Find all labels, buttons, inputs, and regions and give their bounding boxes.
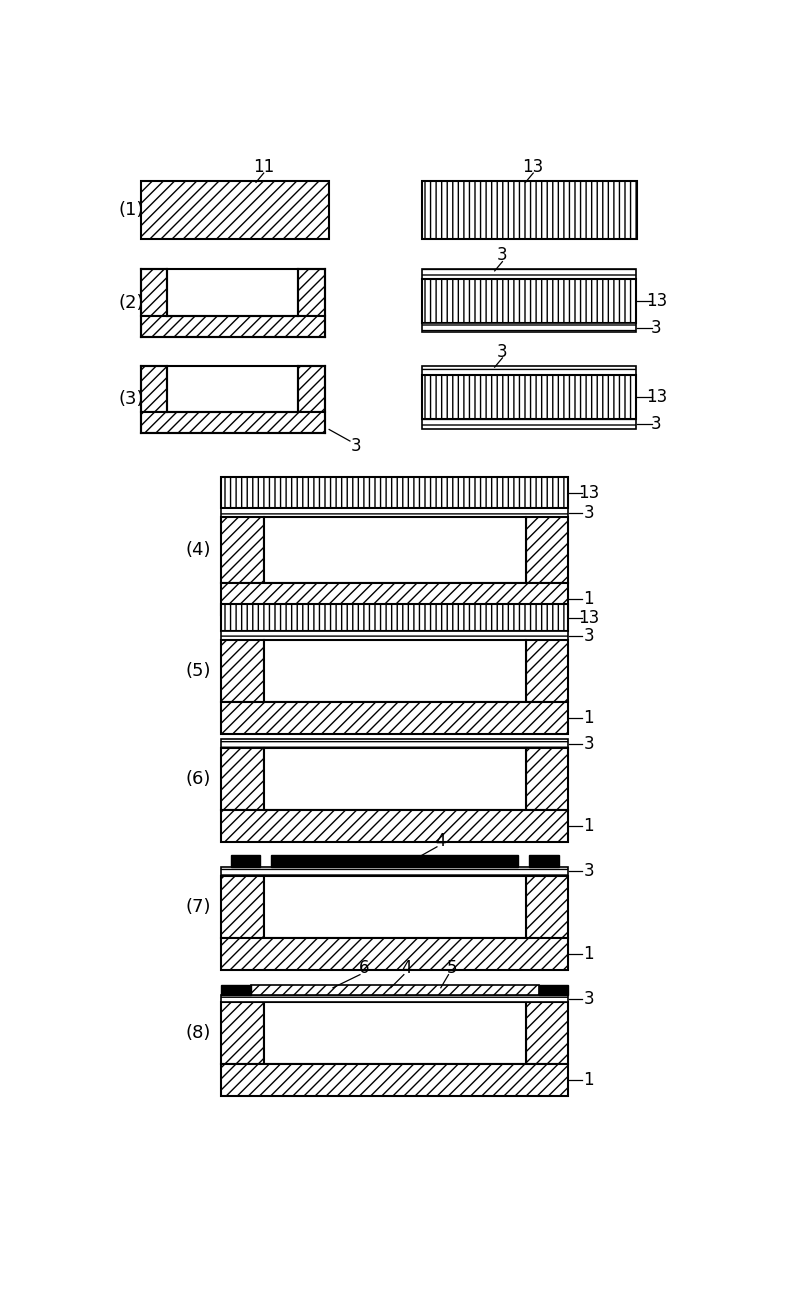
Text: 3: 3 xyxy=(651,415,662,434)
Text: (7): (7) xyxy=(186,897,211,916)
Text: 3: 3 xyxy=(497,343,508,361)
Bar xyxy=(422,279,636,323)
Text: (2): (2) xyxy=(119,294,145,313)
Bar xyxy=(222,604,568,631)
Bar xyxy=(222,702,568,735)
Text: 1: 1 xyxy=(583,817,594,834)
Bar xyxy=(264,1003,526,1064)
Bar xyxy=(526,640,568,702)
Text: 11: 11 xyxy=(253,158,274,176)
Text: 3: 3 xyxy=(350,436,362,455)
Text: 13: 13 xyxy=(646,292,667,310)
Bar xyxy=(222,509,568,518)
Bar xyxy=(222,518,264,582)
Text: (8): (8) xyxy=(186,1024,211,1042)
Bar xyxy=(264,518,526,582)
Text: 3: 3 xyxy=(497,247,508,264)
Bar xyxy=(222,809,568,842)
Bar xyxy=(222,867,568,876)
Text: 13: 13 xyxy=(522,158,544,176)
Text: 3: 3 xyxy=(583,735,594,753)
Text: 3: 3 xyxy=(583,989,594,1008)
Bar xyxy=(141,365,167,411)
Text: 1: 1 xyxy=(583,590,594,608)
Bar xyxy=(222,986,250,995)
Bar xyxy=(230,854,260,867)
Text: 1: 1 xyxy=(583,710,594,727)
Text: 3: 3 xyxy=(583,862,594,880)
Bar xyxy=(222,582,568,615)
Text: 6: 6 xyxy=(358,959,369,978)
Text: 1: 1 xyxy=(583,1071,594,1089)
Bar xyxy=(271,854,518,867)
Bar xyxy=(141,411,326,434)
Text: (6): (6) xyxy=(186,770,211,788)
Text: (5): (5) xyxy=(186,662,211,681)
Text: 13: 13 xyxy=(578,608,599,627)
Bar xyxy=(222,631,568,640)
Text: 5: 5 xyxy=(447,959,458,978)
Bar xyxy=(141,181,329,239)
Bar xyxy=(422,181,637,239)
Text: (1): (1) xyxy=(119,201,144,218)
Bar xyxy=(298,269,326,315)
Bar xyxy=(222,477,568,509)
Bar xyxy=(222,938,568,970)
Bar xyxy=(526,1003,568,1064)
Text: 13: 13 xyxy=(646,388,667,406)
Bar xyxy=(141,269,167,315)
Bar xyxy=(222,640,264,702)
Bar xyxy=(422,365,636,374)
Bar xyxy=(530,854,558,867)
Text: (3): (3) xyxy=(119,390,145,409)
Bar xyxy=(222,876,264,938)
Bar xyxy=(222,1064,568,1096)
Bar xyxy=(538,986,568,995)
Bar xyxy=(264,640,526,702)
Bar xyxy=(422,419,636,428)
Bar xyxy=(526,876,568,938)
Bar xyxy=(222,995,568,1003)
Text: (4): (4) xyxy=(186,541,211,558)
Bar xyxy=(422,323,636,332)
Bar xyxy=(526,518,568,582)
Bar xyxy=(222,738,568,748)
Text: 1: 1 xyxy=(583,945,594,963)
Bar xyxy=(526,748,568,809)
Bar xyxy=(264,748,526,809)
Bar xyxy=(141,315,326,338)
Bar xyxy=(298,365,326,411)
Bar xyxy=(222,748,264,809)
Text: 13: 13 xyxy=(578,484,599,502)
Bar xyxy=(222,1003,264,1064)
Text: 3: 3 xyxy=(651,319,662,336)
Bar xyxy=(422,269,636,279)
Text: 4: 4 xyxy=(401,959,411,978)
Bar xyxy=(264,876,526,938)
Text: 3: 3 xyxy=(583,627,594,645)
Bar xyxy=(422,374,636,419)
Text: 3: 3 xyxy=(583,503,594,522)
Text: 4: 4 xyxy=(435,832,446,850)
Bar xyxy=(250,986,538,995)
